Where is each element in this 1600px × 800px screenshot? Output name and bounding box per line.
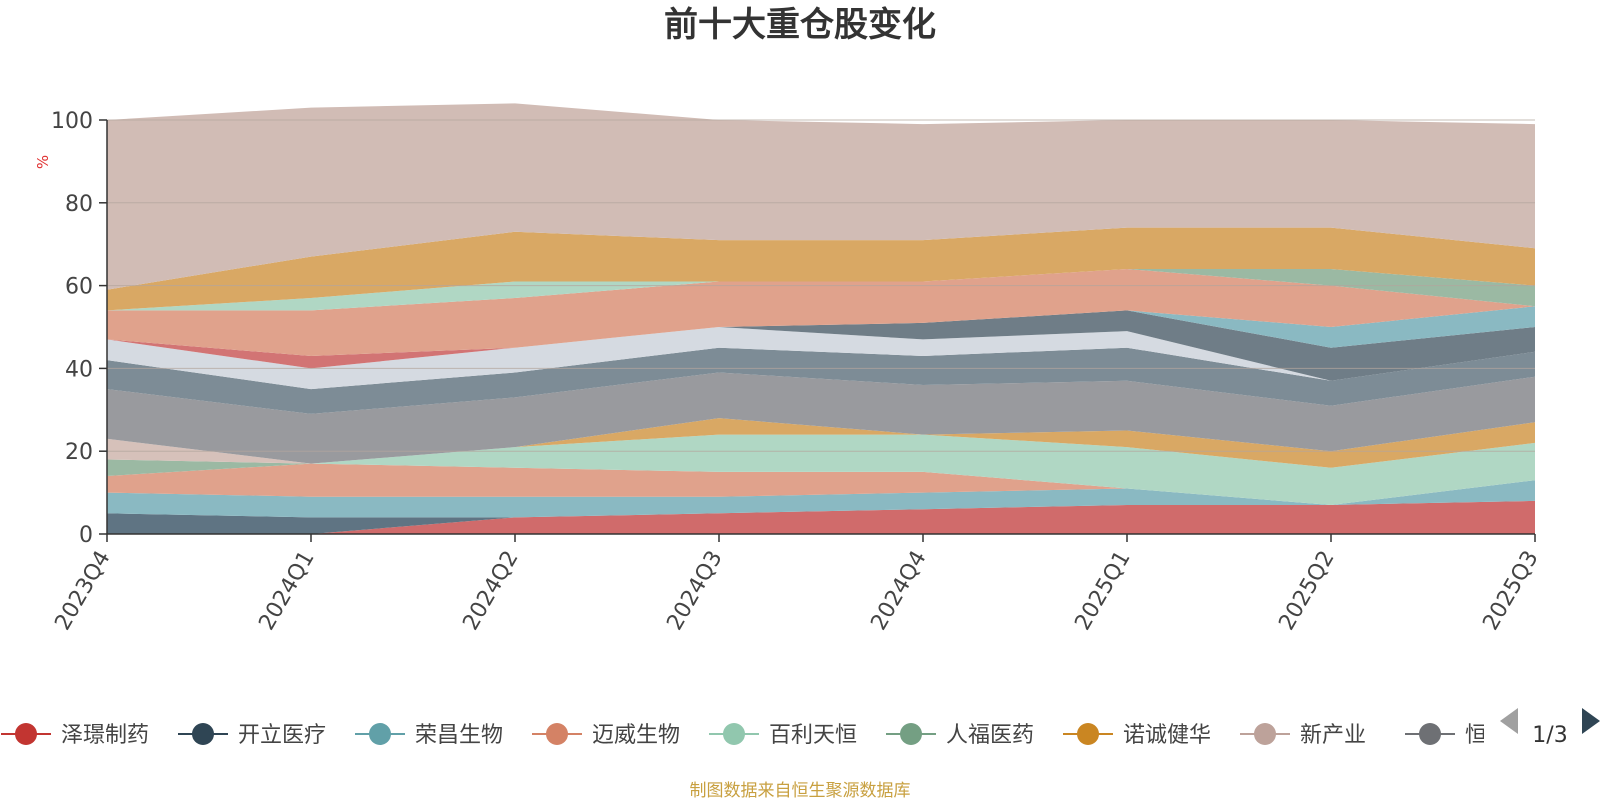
area-series-16[interactable] xyxy=(107,269,1535,311)
legend-item-1[interactable]: 泽璟制药 xyxy=(1,723,149,748)
legend-label: 新产业 xyxy=(1300,723,1366,748)
legend-dot-marker xyxy=(15,723,37,745)
legend-item-6[interactable]: 人福医药 xyxy=(886,723,1034,748)
legend-prev-page-icon[interactable] xyxy=(1500,708,1518,734)
x-tick-label-2025Q3: 2025Q3 xyxy=(1478,547,1543,635)
x-tick-label-2025Q2: 2025Q2 xyxy=(1274,547,1339,635)
legend-item-8[interactable]: 新产业 xyxy=(1240,723,1366,748)
y-tick-label-0: 0 xyxy=(79,523,93,548)
area-series-13[interactable] xyxy=(107,310,1535,381)
legend-label: 迈威生物 xyxy=(592,723,680,748)
legend-label: 荣昌生物 xyxy=(415,723,503,748)
legend-label: 诺诚健华 xyxy=(1123,723,1211,748)
x-tick-label-2024Q3: 2024Q3 xyxy=(662,547,727,635)
area-series-2[interactable] xyxy=(107,500,1535,534)
x-tick-label-2024Q2: 2024Q2 xyxy=(458,547,523,635)
legend-page-indicator: 1/3 xyxy=(1532,723,1567,748)
x-tick-label-2024Q4: 2024Q4 xyxy=(866,547,931,635)
footer-source-note: 制图数据来自恒生聚源数据库 xyxy=(690,781,911,800)
legend-item-9[interactable]: 恒瑞医药 xyxy=(1405,723,1553,748)
legend-label: 百利天恒 xyxy=(769,723,857,748)
plot-area: 0 20 40 60 80 100 2023Q4 2024Q1 2024Q2 2024Q3 2024… xyxy=(50,103,1544,635)
area-series-12[interactable] xyxy=(107,327,1535,381)
legend-item-4[interactable]: 迈威生物 xyxy=(532,723,680,748)
chart-title: 前十大重仓股变化 xyxy=(664,5,936,45)
legend-item-3[interactable]: 荣昌生物 xyxy=(355,723,503,748)
y-tick-label-60: 60 xyxy=(65,275,93,300)
area-series-5[interactable] xyxy=(107,434,1535,505)
area-series-19[interactable] xyxy=(107,103,1535,290)
legend-label: 开立医疗 xyxy=(238,723,326,748)
area-series-10[interactable] xyxy=(107,347,1535,414)
y-tick-label-20: 20 xyxy=(65,440,93,465)
area-series-18[interactable] xyxy=(107,227,1535,311)
y-tick-label-100: 100 xyxy=(51,109,93,134)
legend-next-page-icon[interactable] xyxy=(1582,708,1600,734)
area-series-9[interactable] xyxy=(107,372,1535,464)
legend-item-5[interactable]: 百利天恒 xyxy=(709,723,857,748)
legend-dot-marker xyxy=(1419,723,1441,745)
legend-dot-marker xyxy=(1077,723,1099,745)
area-series-1[interactable] xyxy=(107,500,1535,534)
area-series-4[interactable] xyxy=(107,463,1535,505)
area-series-8[interactable] xyxy=(107,418,1535,464)
area-series-3[interactable] xyxy=(107,480,1535,518)
y-axis-unit: % xyxy=(34,155,52,169)
legend-dot-marker xyxy=(546,723,568,745)
area-series-7[interactable] xyxy=(107,418,1535,468)
legend-label: 恒瑞医药 xyxy=(1465,723,1553,748)
legend-dot-marker xyxy=(900,723,922,745)
area-series-11[interactable] xyxy=(107,327,1535,390)
legend-dot-marker xyxy=(723,723,745,745)
y-tick-label-80: 80 xyxy=(65,192,93,217)
legend-item-2[interactable]: 开立医疗 xyxy=(178,723,326,748)
x-tick-label-2023Q4: 2023Q4 xyxy=(50,547,115,635)
legend-dot-marker xyxy=(369,723,391,745)
legend-item-7[interactable]: 诺诚健华 xyxy=(1063,723,1211,748)
x-tick-label-2024Q1: 2024Q1 xyxy=(254,547,319,635)
area-series-14[interactable] xyxy=(107,306,1535,356)
legend-dot-marker xyxy=(192,723,214,745)
legend-label: 泽璟制药 xyxy=(61,723,149,748)
area-series-15[interactable] xyxy=(107,269,1535,356)
y-tick-label-40: 40 xyxy=(65,357,93,382)
x-tick-label-2025Q1: 2025Q1 xyxy=(1070,547,1135,635)
legend-pager: 1/3 xyxy=(1500,708,1600,748)
legend-label: 人福医药 xyxy=(946,723,1034,748)
legend-dot-marker xyxy=(1254,723,1276,745)
legend: 泽璟制药 开立医疗 荣昌生物 迈威生物 百利天恒 人福医药 诺诚健华 新产业 恒瑞医药 xyxy=(1,723,1553,748)
